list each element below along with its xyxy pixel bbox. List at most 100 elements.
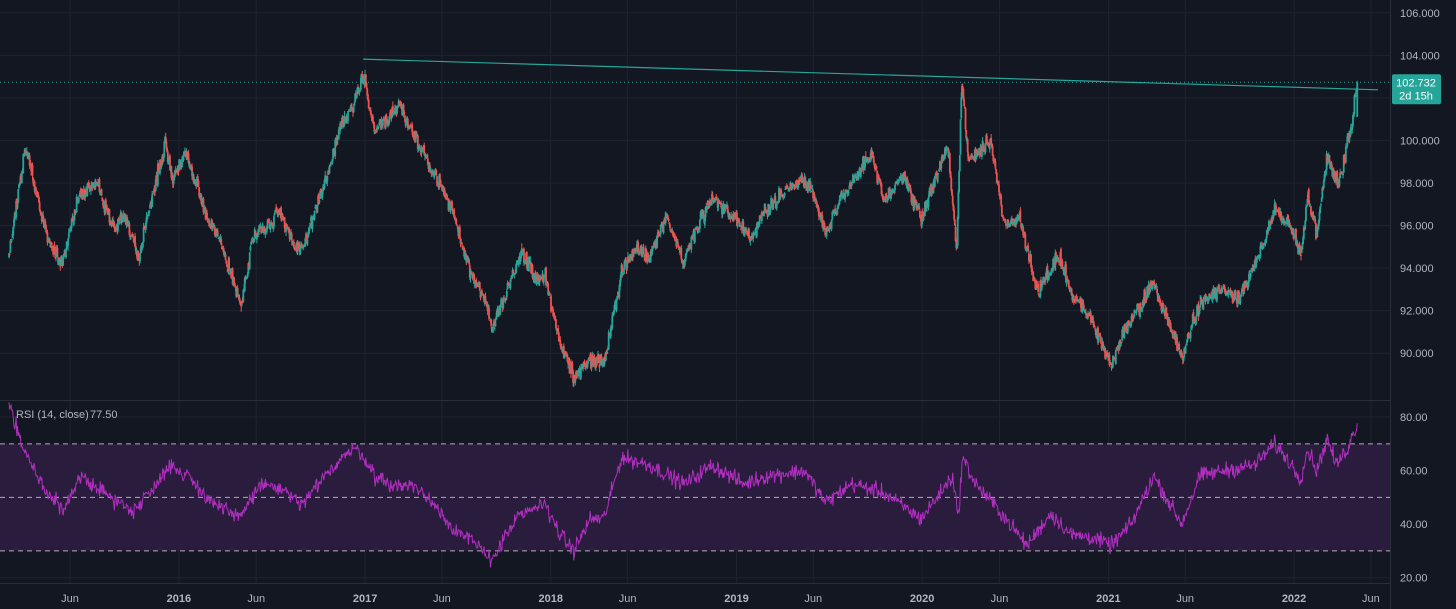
candle-body xyxy=(891,189,894,194)
candle-body xyxy=(481,294,484,296)
candle-body xyxy=(352,107,355,113)
candle-body xyxy=(1254,258,1257,266)
candle-body xyxy=(331,159,334,164)
candle-body xyxy=(318,200,321,203)
candle-body xyxy=(13,219,15,227)
candle-body xyxy=(1020,226,1023,228)
candle-body xyxy=(787,189,790,191)
time-axis-tick-label: Jun xyxy=(619,593,637,605)
candle-body xyxy=(1077,300,1080,302)
candle-body xyxy=(275,207,278,213)
candle-body xyxy=(1253,268,1255,271)
candle-body xyxy=(149,204,151,209)
candle-body xyxy=(932,181,935,194)
candle-body xyxy=(1345,146,1348,148)
candle-body xyxy=(1025,248,1028,251)
candle-body xyxy=(897,180,900,184)
time-axis-tick-label: 2020 xyxy=(910,593,934,605)
candle-body xyxy=(1159,301,1162,305)
candle-body xyxy=(609,327,612,337)
candle-body xyxy=(273,212,276,216)
candle-body xyxy=(174,170,176,177)
candle-body xyxy=(1288,222,1291,227)
candle-body xyxy=(350,103,353,110)
candle-body xyxy=(148,210,151,214)
candle-body xyxy=(632,252,635,257)
candle-body xyxy=(1240,293,1243,297)
candle-body xyxy=(995,172,998,183)
candle-body xyxy=(694,227,697,230)
candle-body xyxy=(557,332,560,341)
candle-body xyxy=(426,158,429,165)
candle-body xyxy=(77,197,80,203)
candle-body xyxy=(1116,348,1119,350)
time-axis-tick-label: 2021 xyxy=(1096,593,1120,605)
candle-body xyxy=(622,271,624,276)
candle-body xyxy=(790,183,792,190)
candle-body xyxy=(626,262,629,268)
candle-body xyxy=(364,74,367,85)
candle-body xyxy=(1092,321,1095,327)
candle-body xyxy=(145,217,148,224)
candle-body xyxy=(681,258,683,264)
candle-body xyxy=(390,117,393,119)
candle-body xyxy=(745,229,748,231)
rsi-level-lines xyxy=(0,443,1390,552)
candle-body xyxy=(270,222,273,224)
candle-body xyxy=(320,189,322,192)
candle-body xyxy=(957,191,960,219)
candle-body xyxy=(211,219,213,229)
candle-body xyxy=(238,298,241,303)
candle-body xyxy=(606,351,609,354)
candle-body xyxy=(827,228,829,231)
candle-body xyxy=(1302,226,1305,239)
candle-body xyxy=(429,168,432,172)
candle-body xyxy=(319,190,322,199)
candle-body xyxy=(684,254,687,262)
candle-body xyxy=(1151,284,1154,290)
candle-body xyxy=(721,206,724,215)
candle-body xyxy=(266,220,269,229)
candle-body xyxy=(1119,342,1122,346)
candle-body xyxy=(283,217,286,228)
candle-body xyxy=(764,207,767,213)
candle-body xyxy=(1007,219,1010,226)
candle-body xyxy=(872,156,875,163)
candle-body xyxy=(1188,335,1191,338)
candle-body xyxy=(285,224,288,227)
candle-body xyxy=(1280,216,1283,223)
candle-body xyxy=(10,241,13,243)
candle-body xyxy=(875,166,878,170)
candle-body xyxy=(44,221,47,227)
candle-body xyxy=(1314,219,1317,224)
candle-body xyxy=(411,123,414,133)
candle-body xyxy=(1198,311,1201,315)
candle-body xyxy=(841,193,844,198)
candle-body xyxy=(347,110,350,112)
candle-body xyxy=(1224,289,1227,295)
candle-body xyxy=(798,182,801,185)
candle-body xyxy=(763,210,765,217)
candle-body xyxy=(438,175,441,189)
candle-body xyxy=(563,352,566,359)
candle-body xyxy=(1273,203,1276,215)
candle-body xyxy=(497,313,500,317)
candle-body xyxy=(1027,246,1030,251)
candle-body xyxy=(127,221,130,225)
candle-body xyxy=(523,249,525,263)
candle-body xyxy=(1310,206,1312,215)
candle-body xyxy=(1127,321,1129,332)
candle-body xyxy=(82,195,84,197)
candle-body xyxy=(1118,341,1121,350)
candle-body xyxy=(964,108,967,130)
rsi-legend-name[interactable]: RSI (14, close) xyxy=(16,409,89,421)
candle-body xyxy=(216,230,219,237)
candle-body xyxy=(453,209,456,218)
candle-body xyxy=(1206,296,1208,301)
candle-body xyxy=(1030,265,1033,273)
candle-body xyxy=(70,228,72,230)
candle-body xyxy=(194,181,197,187)
candle-body xyxy=(431,169,434,173)
candle-body xyxy=(1221,289,1223,293)
